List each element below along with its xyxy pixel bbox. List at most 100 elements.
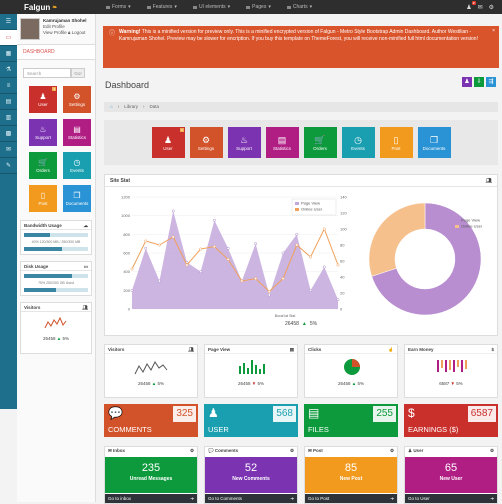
arrow-down-icon: ▼ (251, 381, 257, 386)
stat-card-visitors: Visitors 👥︎ 26458 ▲ 5% (104, 344, 198, 398)
sidebar-tile-documents[interactable]: ❐ Documents (63, 185, 91, 212)
gear-icon[interactable]: ⚙ (189, 448, 194, 453)
online-user-point (171, 235, 175, 239)
comments-icon: 💬 (208, 448, 214, 453)
view-profile-link[interactable]: View Profile (43, 30, 67, 35)
big-tile-number: 325 (173, 406, 196, 422)
search-go-button[interactable]: Go! (71, 68, 85, 78)
stat-card-clicks: Clicks ☝ 26458 ▲ 5% (304, 344, 398, 398)
gear-icon[interactable]: ⚙ (289, 448, 294, 453)
sidebar-tile-statistics[interactable]: ▤ Statistics (63, 119, 91, 146)
download-button[interactable]: ⇩ (474, 77, 484, 87)
share-button[interactable]: ⇶ (486, 77, 496, 87)
nav-forms[interactable]: Forms ▾ (106, 4, 131, 10)
gear-icon[interactable]: ⚙ (488, 4, 494, 11)
panel-title: Comments (214, 448, 239, 453)
sidebar-tile-post[interactable]: ▯ Post (29, 185, 57, 212)
user-icon[interactable]: ♟ 2 (466, 0, 476, 11)
dashboard-label[interactable]: DASHBOARD (17, 44, 95, 60)
tile-label: Statistics (67, 135, 86, 140)
sidebar-tile-settings[interactable]: ⚙ Settings (63, 86, 91, 113)
home-icon[interactable]: ⌂ (110, 104, 113, 109)
grid-icon[interactable]: ▦ (0, 46, 17, 62)
menu-toggle-icon[interactable]: ☰ (0, 14, 17, 30)
comments-icon: 💬 (108, 406, 123, 420)
shortcut-documents[interactable]: ❐ Documents (417, 127, 451, 158)
sidebar-tile-support[interactable]: ♨ Support (29, 119, 57, 146)
card-value: 6587 (439, 381, 450, 386)
shortcut-user[interactable]: 3 ♟ User (151, 127, 185, 158)
panel-footer-link[interactable]: Go to User ➜ (405, 494, 497, 503)
big-tile-user[interactable]: ♟ USER 568 (204, 404, 298, 437)
shortcut-settings[interactable]: ⚙ Settings (189, 127, 223, 158)
share-icon: ⇶ (488, 79, 494, 85)
online-user-point (158, 243, 161, 247)
dashboard-icon[interactable]: ▭ (0, 30, 17, 46)
panel-footer-link[interactable]: Go to Comments ➜ (205, 494, 297, 503)
gear-icon[interactable]: ⚙ (389, 448, 394, 453)
table-icon[interactable]: ▥ (0, 110, 17, 126)
nav-charts[interactable]: Charts ▾ (286, 4, 312, 10)
panel-footer-link[interactable]: Go to Post ➜ (305, 494, 397, 503)
y-tick-right: 20 (340, 291, 345, 296)
big-tile-comments[interactable]: 💬 COMMENTS 325 (104, 404, 198, 437)
page-view-point (212, 218, 216, 222)
big-tile-earnings[interactable]: $ EARNINGS ($) 6587 (404, 404, 498, 437)
panel-label: New Comments (232, 476, 270, 482)
online-user-point (240, 279, 244, 283)
tile-badge: 3 (52, 87, 56, 91)
flask-icon[interactable]: ⚗ (0, 62, 17, 78)
warning-alert: ⓘ Warning! This is a minified version fo… (103, 26, 499, 68)
sidebar-tile-user[interactable]: 3 ♟ User (29, 86, 57, 113)
nav-pages[interactable]: Pages ▾ (246, 4, 271, 10)
page-title: Dashboard (105, 80, 150, 90)
file-icon: ▤ (289, 347, 294, 352)
panel-number: 52 (244, 462, 258, 474)
edit-profile-link[interactable]: Edit Profile (43, 24, 65, 29)
logout-link[interactable]: Logout (71, 30, 86, 35)
document-icon[interactable]: ▤ (0, 94, 17, 110)
tile-label: Statistics (272, 146, 291, 151)
sidebar-search: Search Go! (23, 68, 89, 78)
shortcut-orders[interactable]: 🛒 Orders (303, 127, 337, 158)
stat-cards: Visitors 👥︎ 26458 ▲ 5% Page View ▤ 26458 ▼… (104, 344, 498, 398)
envelope-icon[interactable]: ✉ (477, 4, 483, 11)
breadcrumb-library[interactable]: Library (124, 104, 138, 109)
search-input[interactable]: Search (23, 68, 71, 78)
close-icon[interactable]: × (492, 28, 495, 34)
big-tile-files[interactable]: ▤ FILES 255 (304, 404, 398, 437)
pencil-icon[interactable]: ✎ (0, 158, 17, 174)
nav-ui-elements[interactable]: UI elements ▾ (192, 4, 230, 10)
list-icon[interactable]: ≡ (0, 78, 17, 94)
shortcut-events[interactable]: ◷ Events (341, 127, 375, 158)
card-change: 5% (456, 381, 463, 386)
arrow-down-icon: ▼ (450, 381, 455, 386)
tile-label: Support (35, 135, 51, 140)
shortcut-support[interactable]: ♨ Support (227, 127, 261, 158)
y-tick-left: 0 (128, 307, 131, 312)
page-view-point (226, 246, 230, 250)
sidebar-tile-orders[interactable]: 🛒 Orders (29, 152, 57, 179)
arrow-right-icon: ➜ (390, 496, 394, 501)
shortcut-post[interactable]: ▯ Post (379, 127, 413, 158)
calendar-icon[interactable]: ▩ (0, 126, 17, 142)
card-value: 26458 (137, 381, 151, 386)
nav-features[interactable]: Features ▾ (146, 4, 177, 10)
chat-icon[interactable]: ✉ (0, 142, 17, 158)
gear-icon[interactable]: ⚙ (489, 448, 494, 453)
shortcut-statistics[interactable]: ▤ Statistics (265, 127, 299, 158)
tile-label: Post (38, 201, 48, 206)
user-button[interactable]: ♟ (462, 77, 472, 87)
title-buttons: ♟ ⇩ ⇶ (462, 77, 496, 87)
sidebar-tile-events[interactable]: ◷ Events (63, 152, 91, 179)
legend-label: Online User (301, 207, 323, 212)
visitors-value: 26458 (42, 336, 56, 341)
tile-label: Events (351, 146, 365, 151)
brand-logo[interactable]: Falgun ❧ (0, 3, 100, 12)
inbox-icon: ✉ (108, 448, 112, 453)
panel-footer-link[interactable]: Go to inbox ➜ (105, 494, 197, 503)
tile-label: Documents (65, 201, 89, 206)
avatar[interactable] (20, 18, 40, 40)
big-tiles: 💬 COMMENTS 325 ♟ USER 568 ▤ FILES 255 $ … (104, 404, 498, 437)
orders-icon: 🛒 (314, 135, 326, 145)
